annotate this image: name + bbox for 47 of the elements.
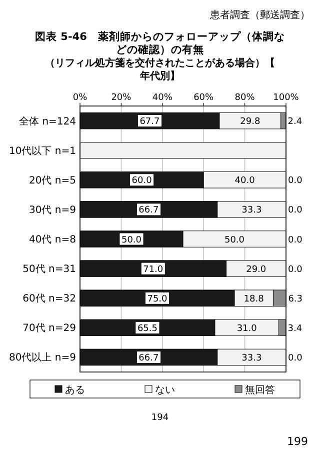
y-tick-label: 40代 n=8 xyxy=(29,234,76,246)
x-tick-label: 60% xyxy=(194,93,214,103)
data-label: 0.0 xyxy=(288,206,303,216)
x-tick-label: 0% xyxy=(72,93,88,103)
legend-label: 無回答 xyxy=(245,384,275,396)
data-label: 50.0 xyxy=(224,235,245,246)
x-tick-label: 40% xyxy=(152,93,173,103)
data-label: 0.0 xyxy=(288,264,303,275)
data-label: 66.7 xyxy=(138,354,159,364)
data-label: 0.0 xyxy=(288,354,303,364)
legend-label: ある xyxy=(65,385,85,396)
y-tick-label: 50代 n=31 xyxy=(22,264,76,276)
y-tick-label: 10代以下 n=1 xyxy=(9,144,76,157)
text: 199 xyxy=(287,435,308,448)
x-tick-label: 100% xyxy=(273,93,300,103)
data-label: 29.8 xyxy=(240,117,260,128)
data-label: 33.3 xyxy=(242,206,262,216)
data-label: 67.7 xyxy=(140,117,160,128)
data-label: 66.7 xyxy=(138,206,159,216)
text: 患者調査（郵送調査） xyxy=(209,9,310,21)
chart-subtitle: （リフィル処方箋を交付されたことがある場合）【年代別】 xyxy=(45,57,275,82)
data-label: 75.0 xyxy=(147,294,168,304)
data-label: 2.4 xyxy=(288,117,302,128)
data-label: 33.3 xyxy=(242,354,262,364)
y-tick-label: 70代 n=29 xyxy=(22,323,76,334)
data-label: 29.0 xyxy=(246,264,266,275)
y-tick-label: 全体 n=124 xyxy=(19,115,76,128)
chart-title: 図表 5-46 薬剤師からのフォローアップ（体調などの確認）の有無 xyxy=(35,30,285,56)
legend-label: ない xyxy=(155,385,175,396)
x-tick-label: 80% xyxy=(234,93,256,103)
data-label: 3.4 xyxy=(288,324,302,334)
y-tick-label: 30代 n=9 xyxy=(29,204,76,216)
y-tick-label: 20代 n=5 xyxy=(29,175,76,186)
data-label: 18.8 xyxy=(244,294,264,304)
data-label: 60.0 xyxy=(132,176,152,186)
data-label: 6.3 xyxy=(288,294,303,304)
text: 194 xyxy=(151,413,169,423)
data-label: 71.0 xyxy=(143,264,164,275)
data-label: 40.0 xyxy=(234,176,256,186)
y-tick-label: 80代以上 n=9 xyxy=(9,352,76,364)
data-label: 65.5 xyxy=(137,324,158,334)
data-label: 0.0 xyxy=(288,176,303,186)
data-label: 50.0 xyxy=(121,235,142,246)
data-label: 0.0 xyxy=(288,235,303,246)
data-label: 31.0 xyxy=(236,324,258,334)
y-tick-label: 60代 n=32 xyxy=(22,294,76,305)
x-tick-label: 20% xyxy=(111,93,132,103)
